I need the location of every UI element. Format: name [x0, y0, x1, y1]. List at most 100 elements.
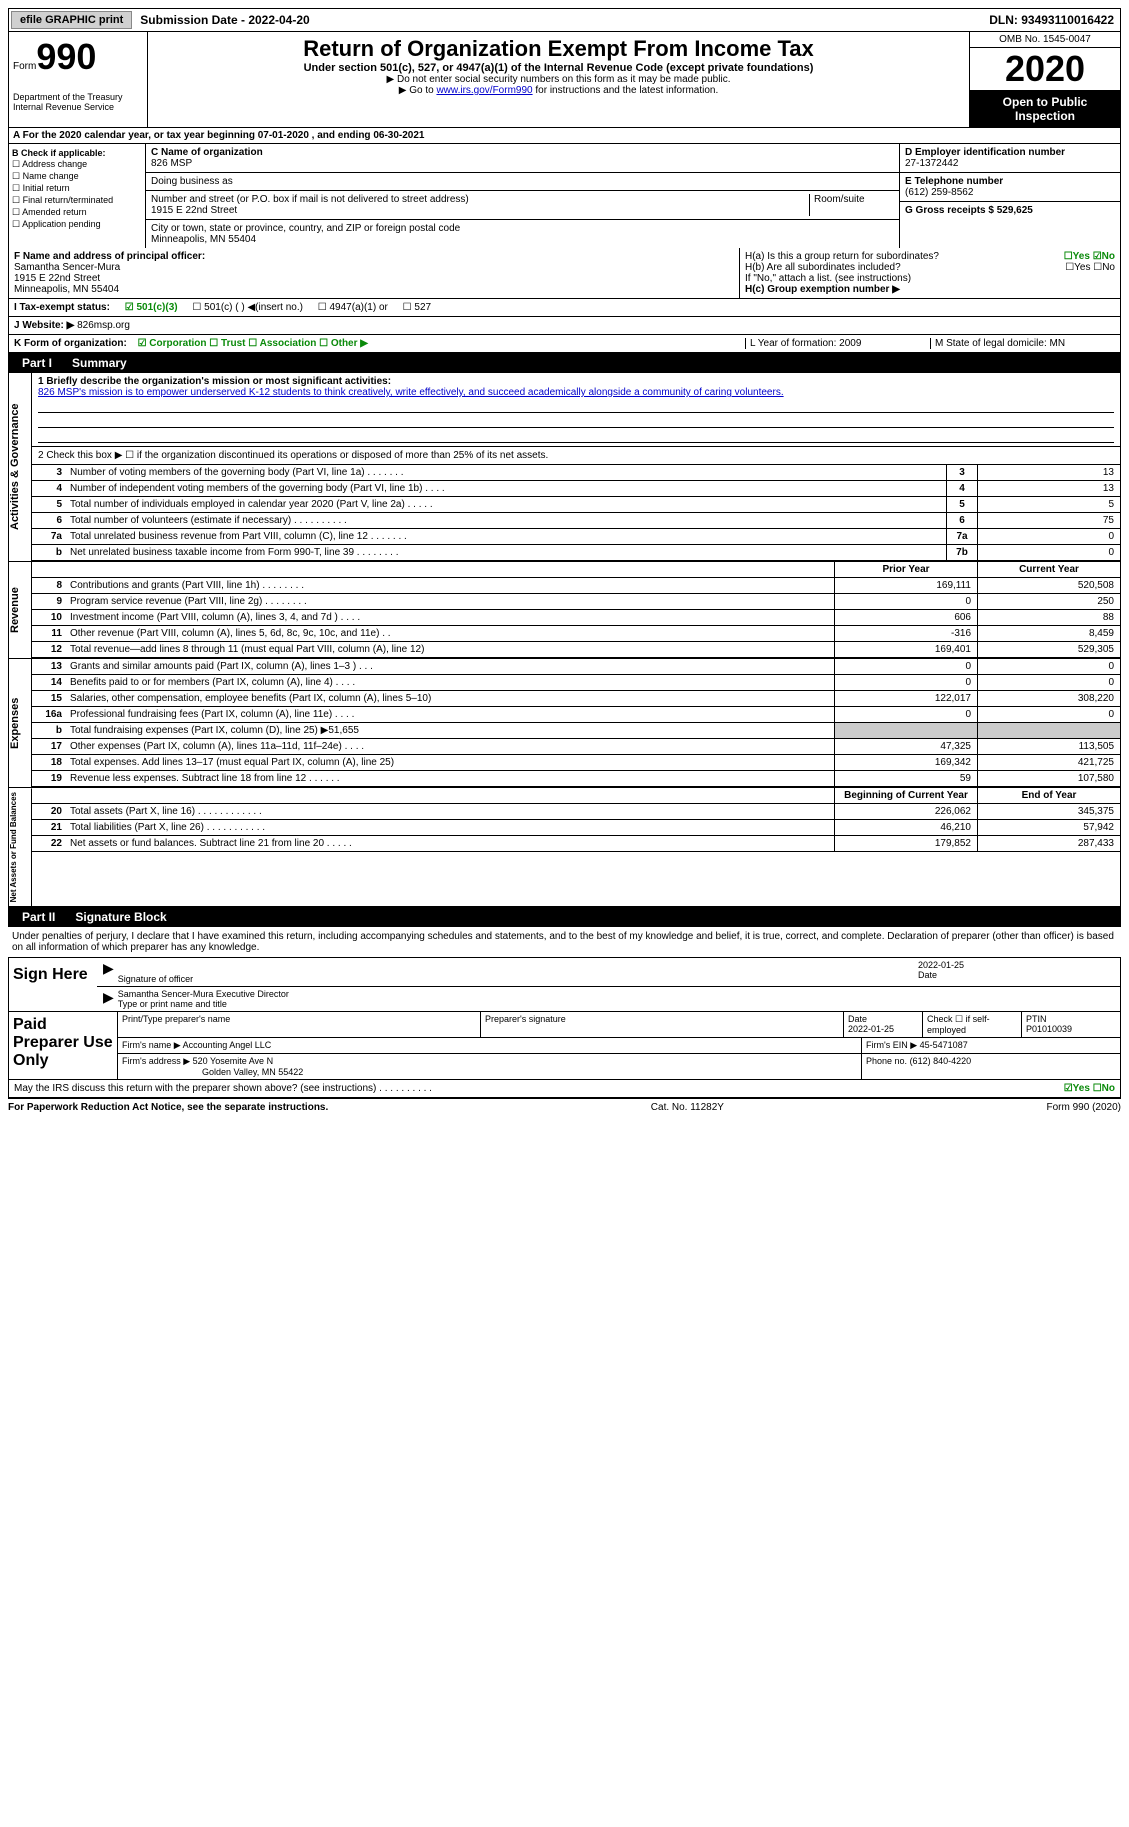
box-b: B Check if applicable: ☐ Address change … — [9, 144, 146, 248]
penalties-text: Under penalties of perjury, I declare th… — [8, 927, 1121, 957]
side-expenses: Expenses — [9, 659, 32, 787]
hb-answer[interactable]: ☐Yes ☐No — [1065, 262, 1115, 273]
sig-officer-label: Signature of officer — [118, 974, 918, 984]
box-b-label: B Check if applicable: — [12, 148, 142, 158]
check-amended[interactable]: ☐ Amended return — [12, 207, 142, 218]
prep-name-header: Print/Type preparer's name — [117, 1012, 480, 1037]
table-row: bTotal fundraising expenses (Part IX, co… — [32, 723, 1120, 739]
paid-preparer-label: Paid Preparer Use Only — [9, 1012, 117, 1079]
efile-print-button[interactable]: efile GRAPHIC print — [11, 11, 132, 29]
side-governance: Activities & Governance — [9, 373, 32, 561]
status-501c[interactable]: ☐ 501(c) ( ) ◀(insert no.) — [192, 302, 303, 313]
expenses-section: Expenses 13Grants and similar amounts pa… — [8, 658, 1121, 787]
website-value: 826msp.org — [77, 320, 130, 331]
table-row: 15Salaries, other compensation, employee… — [32, 691, 1120, 707]
info-grid-fh: F Name and address of principal officer:… — [8, 248, 1121, 299]
mission-text: 826 MSP's mission is to empower underser… — [38, 387, 1114, 398]
status-527[interactable]: ☐ 527 — [403, 302, 431, 313]
org-name: 826 MSP — [151, 158, 894, 169]
form-org-label: K Form of organization: — [14, 338, 127, 349]
side-net: Net Assets or Fund Balances — [9, 788, 32, 906]
dba-label: Doing business as — [151, 176, 894, 187]
check-final[interactable]: ☐ Final return/terminated — [12, 195, 142, 206]
street-label: Number and street (or P.O. box if mail i… — [151, 194, 809, 205]
room-label: Room/suite — [809, 194, 894, 216]
state-domicile: M State of legal domicile: MN — [930, 338, 1115, 349]
form-subtitle: Under section 501(c), 527, or 4947(a)(1)… — [152, 62, 965, 74]
revenue-section: Revenue Prior Year Current Year 8Contrib… — [8, 561, 1121, 658]
top-bar: efile GRAPHIC print Submission Date - 20… — [8, 8, 1121, 32]
check-address[interactable]: ☐ Address change — [12, 159, 142, 170]
table-row: 10Investment income (Part VIII, column (… — [32, 610, 1120, 626]
gross-receipts: G Gross receipts $ 529,625 — [900, 202, 1120, 219]
table-row: 22Net assets or fund balances. Subtract … — [32, 836, 1120, 852]
mission-label: 1 Briefly describe the organization's mi… — [38, 376, 1114, 387]
table-row: 18Total expenses. Add lines 13–17 (must … — [32, 755, 1120, 771]
dba-row: Doing business as — [146, 173, 899, 191]
part-1-title: Summary — [72, 356, 127, 370]
officer-name-title: Samantha Sencer-Mura Executive Director — [118, 989, 1118, 999]
table-row: 21Total liabilities (Part X, line 26) . … — [32, 820, 1120, 836]
check-name[interactable]: ☐ Name change — [12, 171, 142, 182]
submission-date: Submission Date - 2022-04-20 — [134, 11, 315, 29]
table-row: bNet unrelated business taxable income f… — [32, 545, 1120, 561]
discuss-answer[interactable]: ☑Yes ☐No — [1064, 1083, 1115, 1094]
revenue-header: Prior Year Current Year — [32, 562, 1120, 578]
sign-here-block: Sign Here ▶ Signature of officer 2022-01… — [8, 957, 1121, 1012]
form-header: Form990 Department of the Treasury Inter… — [8, 32, 1121, 128]
side-revenue: Revenue — [9, 562, 32, 658]
form-word: Form — [13, 61, 36, 72]
officer-label: F Name and address of principal officer: — [14, 251, 734, 262]
status-4947[interactable]: ☐ 4947(a)(1) or — [318, 302, 388, 313]
hb-label: H(b) Are all subordinates included? — [745, 262, 901, 273]
ein-label: D Employer identification number — [905, 147, 1115, 158]
year-cell: OMB No. 1545-0047 2020 Open to Public In… — [969, 32, 1120, 127]
officer-name: Samantha Sencer-Mura — [14, 262, 734, 273]
current-year-header: Current Year — [977, 562, 1120, 577]
check-initial[interactable]: ☐ Initial return — [12, 183, 142, 194]
ptin-value: P01010039 — [1026, 1024, 1116, 1034]
row-j: J Website: ▶ 826msp.org — [8, 317, 1121, 335]
table-row: 20Total assets (Part X, line 16) . . . .… — [32, 804, 1120, 820]
phone-label: E Telephone number — [905, 176, 1115, 187]
type-print-label: Type or print name and title — [118, 999, 1118, 1009]
instr-pre: ▶ Go to — [399, 85, 437, 96]
year-formation: L Year of formation: 2009 — [745, 338, 930, 349]
row-k: K Form of organization: ☑ Corporation ☐ … — [8, 335, 1121, 353]
table-row: 19Revenue less expenses. Subtract line 1… — [32, 771, 1120, 787]
ha-answer[interactable]: ☐Yes ☑No — [1064, 251, 1115, 262]
box-h: H(a) Is this a group return for subordin… — [740, 248, 1120, 298]
table-row: 7aTotal unrelated business revenue from … — [32, 529, 1120, 545]
form-org-opts[interactable]: ☑ Corporation ☐ Trust ☐ Association ☐ Ot… — [138, 338, 368, 349]
website-label: J Website: ▶ — [14, 320, 74, 331]
row-i: I Tax-exempt status: ☑ 501(c)(3) ☐ 501(c… — [8, 299, 1121, 317]
end-year-header: End of Year — [977, 788, 1120, 803]
firm-name-label: Firm's name ▶ — [122, 1040, 181, 1050]
sig-date: 2022-01-25 — [918, 960, 1118, 970]
street-row: Number and street (or P.O. box if mail i… — [146, 191, 899, 220]
table-row: 16aProfessional fundraising fees (Part I… — [32, 707, 1120, 723]
prior-year-header: Prior Year — [834, 562, 977, 577]
org-name-row: C Name of organization 826 MSP — [146, 144, 899, 173]
cat-number: Cat. No. 11282Y — [651, 1102, 724, 1113]
firm-addr1: 520 Yosemite Ave N — [193, 1056, 273, 1066]
page-footer: For Paperwork Reduction Act Notice, see … — [8, 1098, 1121, 1116]
net-header: Beginning of Current Year End of Year — [32, 788, 1120, 804]
firm-phone: (612) 840-4220 — [910, 1056, 972, 1066]
check-pending[interactable]: ☐ Application pending — [12, 219, 142, 230]
table-row: 4Number of independent voting members of… — [32, 481, 1120, 497]
ptin-label: PTIN — [1026, 1014, 1116, 1024]
prep-sig-header: Preparer's signature — [480, 1012, 843, 1037]
table-row: 12Total revenue—add lines 8 through 11 (… — [32, 642, 1120, 658]
part-1-header: Part I Summary — [8, 353, 1121, 373]
status-501c3[interactable]: ☑ 501(c)(3) — [125, 302, 178, 313]
sig-date-label: Date — [918, 970, 1118, 980]
form-ref: Form 990 (2020) — [1047, 1102, 1121, 1113]
prep-self-employed[interactable]: Check ☐ if self-employed — [922, 1012, 1021, 1037]
net-assets-section: Net Assets or Fund Balances Beginning of… — [8, 787, 1121, 907]
hc-label: H(c) Group exemption number ▶ — [745, 284, 1115, 295]
omb-number: OMB No. 1545-0047 — [970, 32, 1120, 48]
irs-link[interactable]: www.irs.gov/Form990 — [436, 85, 532, 96]
ein-value: 27-1372442 — [905, 158, 1115, 169]
table-row: 11Other revenue (Part VIII, column (A), … — [32, 626, 1120, 642]
